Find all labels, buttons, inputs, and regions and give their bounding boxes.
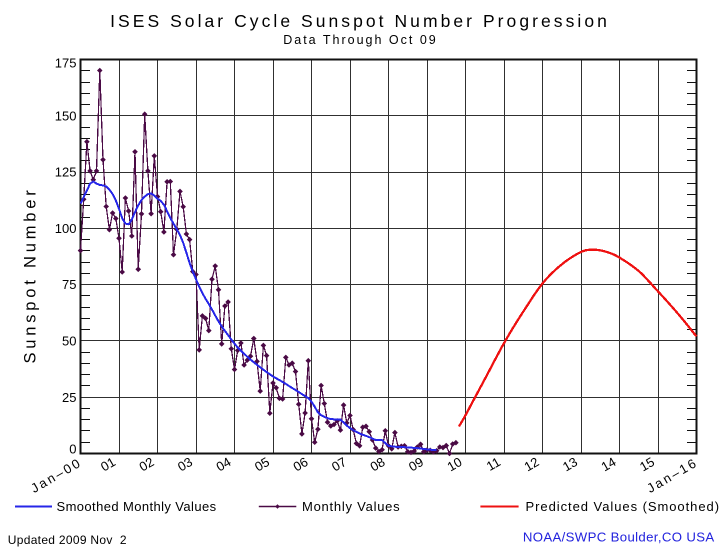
svg-text:03: 03 [175,454,195,474]
svg-text:Data Through Oct 09: Data Through Oct 09 [283,33,438,47]
svg-text:11: 11 [484,454,503,474]
svg-text:02: 02 [136,454,156,474]
svg-text:04: 04 [213,454,233,474]
svg-text:0: 0 [69,441,76,456]
svg-text:75: 75 [62,277,76,292]
svg-text:Smoothed Monthly Values: Smoothed Monthly Values [57,499,217,514]
svg-text:125: 125 [55,165,77,180]
svg-text:50: 50 [62,334,76,349]
svg-text:01: 01 [98,454,118,474]
svg-text:25: 25 [62,390,76,405]
svg-text:15: 15 [637,454,657,474]
svg-text:150: 150 [55,108,77,123]
svg-text:10: 10 [444,454,464,474]
svg-text:175: 175 [55,56,77,71]
svg-text:09: 09 [406,454,426,474]
svg-text:13: 13 [560,454,580,474]
svg-text:Monthly Values: Monthly Values [302,499,400,514]
svg-text:12: 12 [521,454,541,474]
svg-text:100: 100 [55,221,77,236]
svg-text:05: 05 [252,454,272,474]
svg-text:Updated 2009 Nov 2: Updated 2009 Nov 2 [8,533,127,547]
svg-text:14: 14 [598,454,618,474]
svg-text:07: 07 [329,454,349,474]
svg-text:NOAA/SWPC Boulder,CO USA: NOAA/SWPC Boulder,CO USA [523,529,715,544]
svg-text:06: 06 [290,454,310,474]
svg-text:ISES Solar Cycle Sunspot Numbe: ISES Solar Cycle Sunspot Number Progress… [110,11,610,31]
svg-text:Sunspot Number: Sunspot Number [22,186,40,363]
svg-text:08: 08 [367,454,387,474]
svg-text:Predicted Values (Smoothed): Predicted Values (Smoothed) [526,499,720,514]
